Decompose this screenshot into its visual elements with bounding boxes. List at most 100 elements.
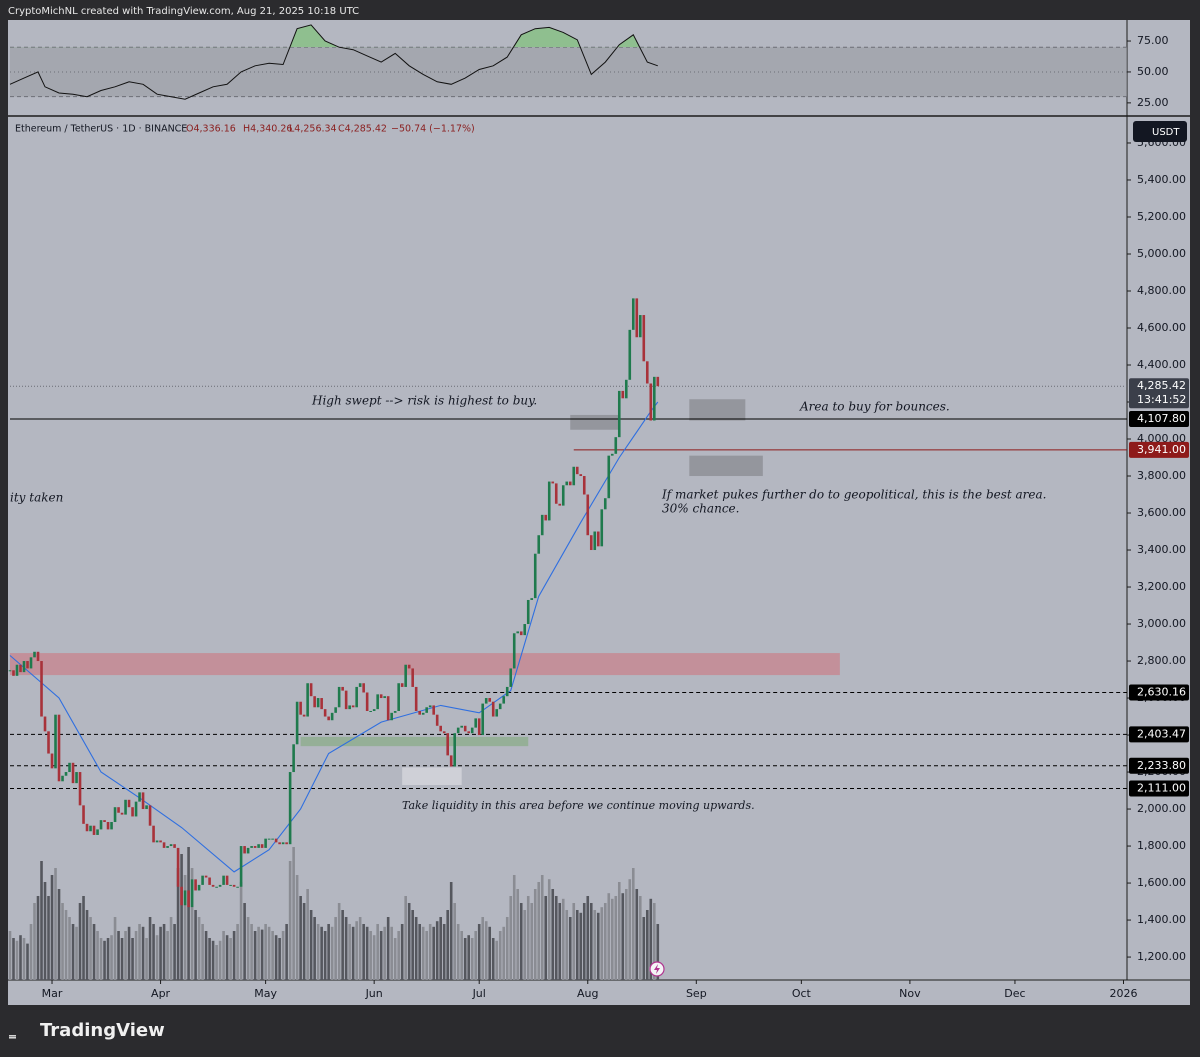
candle: [439, 725, 442, 732]
volume-bar: [57, 889, 61, 980]
candle: [502, 696, 506, 704]
y-tick-label: 2,800.00: [1137, 654, 1186, 667]
candle: [271, 838, 274, 840]
candle: [113, 807, 117, 822]
volume-bar: [124, 931, 127, 980]
candle: [537, 535, 541, 554]
volume-bar: [173, 924, 176, 980]
candle: [243, 846, 246, 854]
volume-bar: [449, 882, 453, 980]
volume-bar: [463, 938, 467, 980]
candle: [334, 707, 337, 713]
volume-bar: [404, 896, 407, 980]
volume-bar: [393, 938, 397, 980]
volume-bar: [369, 931, 372, 980]
volume-bar: [106, 938, 110, 980]
candle: [173, 844, 176, 848]
candle: [446, 733, 449, 756]
candle: [22, 661, 26, 673]
volume-bar: [176, 868, 180, 980]
candle: [656, 376, 660, 387]
candle: [120, 812, 124, 815]
volume-bar: [631, 868, 635, 980]
rsi-band: [10, 47, 1127, 97]
x-tick-label: Aug: [577, 987, 598, 1000]
volume-bar: [260, 929, 264, 980]
volume-bar: [376, 924, 379, 980]
candle: [57, 714, 61, 782]
candle: [306, 683, 309, 717]
volume-bar: [127, 926, 131, 980]
volume-bar: [155, 935, 159, 980]
candle: [285, 842, 288, 845]
volume-bar: [36, 896, 40, 980]
y-tick-label: 1,800.00: [1137, 839, 1186, 852]
y-tick-label: 3,600.00: [1137, 506, 1186, 519]
candle: [159, 840, 162, 843]
candle: [274, 838, 278, 843]
x-tick-label: Sep: [686, 987, 707, 1000]
candle: [281, 842, 285, 845]
candle: [197, 884, 201, 891]
volume-bar: [236, 924, 239, 980]
volume-bar: [183, 875, 187, 980]
candle: [54, 714, 57, 769]
volume-bar: [278, 938, 281, 980]
volume-bar: [470, 938, 474, 980]
candle: [36, 651, 40, 662]
volume-bar: [50, 875, 54, 980]
candle: [453, 733, 456, 767]
volume-bar: [15, 940, 19, 980]
volume-bar: [47, 896, 50, 980]
currency: USDT: [1152, 127, 1180, 138]
annotation: Take liquidity in this area before we co…: [402, 799, 755, 812]
volume-bar: [141, 926, 145, 980]
candle: [358, 683, 362, 687]
volume-bar: [64, 910, 68, 980]
candle: [40, 661, 43, 717]
candle: [253, 846, 257, 848]
candle: [166, 846, 169, 848]
currency-badge[interactable]: [1133, 121, 1187, 142]
candle: [320, 698, 323, 710]
candle: [180, 886, 183, 906]
candle: [229, 884, 232, 886]
volume-bar: [365, 926, 369, 980]
y-tick-label: 3,800.00: [1137, 469, 1186, 482]
price-badge: [1129, 780, 1189, 797]
candle: [596, 531, 600, 547]
annotation: High swept --> risk is highest to buy.: [311, 394, 537, 408]
volume-bar: [498, 931, 502, 980]
volume-bar: [208, 938, 211, 980]
volume-bar: [264, 924, 267, 980]
candle: [547, 481, 551, 521]
volume-bar: [134, 931, 138, 980]
candle: [516, 631, 520, 634]
candle: [565, 481, 569, 486]
volume-bar: [334, 917, 337, 980]
volume-bar: [148, 917, 152, 980]
candle: [348, 705, 351, 710]
volume-bar: [180, 854, 183, 980]
volume-bar: [229, 938, 232, 980]
candle: [103, 820, 106, 822]
volume-bar: [362, 924, 365, 980]
y-tick-label: 4,800.00: [1137, 284, 1186, 297]
candle: [29, 657, 33, 669]
candle: [141, 792, 145, 810]
volume-bar: [152, 924, 155, 980]
volume-bar: [110, 935, 113, 980]
volume-bar: [568, 917, 572, 980]
candle: [337, 686, 341, 708]
candle: [246, 847, 250, 854]
candle: [628, 329, 632, 380]
volume-bar: [516, 889, 520, 980]
volume-bar: [540, 875, 544, 980]
volume-bar: [607, 893, 611, 980]
volume-bar: [71, 924, 75, 980]
candle: [425, 707, 428, 713]
volume-bar: [8, 931, 12, 980]
candle: [68, 762, 71, 773]
volume-bar: [379, 931, 383, 980]
